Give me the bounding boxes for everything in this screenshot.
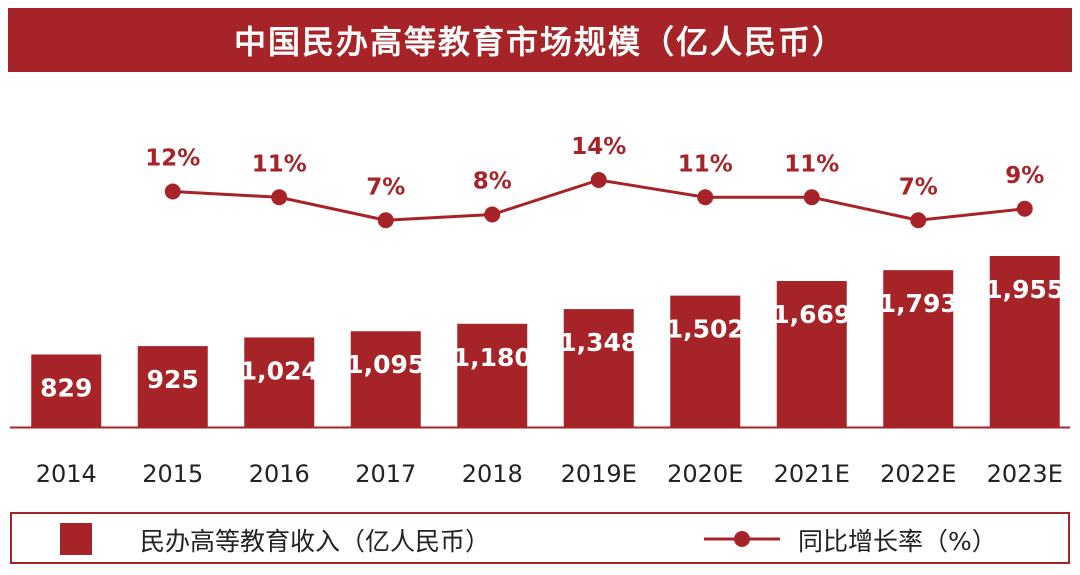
chart-title: 中国民办高等教育市场规模（亿人民币） (8, 8, 1072, 72)
bar-value-label: 1,348 (559, 328, 638, 357)
bars-layer: 829 925 1,024 1,095 1,180 1,348 1,502 1,669 1,79… (31, 256, 1064, 427)
bar-2021E (776, 281, 847, 427)
growth-rate-point (1016, 200, 1033, 217)
x-tick-label: 2021E (774, 460, 850, 488)
x-axis: 2014 2015 2016 2017 2018 2019E 2020E 2021E 2022E… (10, 426, 1070, 488)
bar-2017 (350, 331, 421, 427)
x-tick-label: 2018 (462, 460, 523, 488)
chart-area: 829 925 1,024 1,095 1,180 1,348 1,502 1,669 1,79… (10, 134, 1070, 488)
growth-rate-point (910, 212, 927, 229)
growth-rate-label: 7% (899, 174, 938, 200)
growth-rate-point (164, 183, 181, 200)
legend-bar-swatch (60, 523, 92, 555)
bar-value-label: 1,502 (666, 315, 745, 344)
growth-rate-point (803, 189, 820, 206)
growth-rate-label: 11% (678, 151, 733, 177)
x-tick-label: 2015 (142, 460, 203, 488)
line-layer: 12% 11% 7% 8% 14% 11% 11% 7% 9% (145, 134, 1044, 229)
legend-line-swatch (704, 531, 780, 547)
bar-value-label: 925 (147, 365, 199, 394)
x-tick-label: 2014 (36, 460, 97, 488)
growth-rate-label: 12% (145, 146, 200, 172)
growth-rate-label: 11% (784, 151, 839, 177)
growth-rate-point (590, 172, 607, 188)
bar-2014 (31, 354, 102, 427)
x-tick-label: 2019E (561, 460, 637, 488)
legend-line-label: 同比增长率（%） (798, 527, 997, 556)
x-tick-label: 2022E (880, 460, 956, 488)
growth-rate-label: 14% (571, 134, 626, 160)
x-tick-label: 2016 (249, 460, 310, 488)
growth-rate-label: 9% (1005, 163, 1044, 189)
bar-2020E (670, 295, 741, 427)
growth-rate-point (377, 212, 394, 229)
growth-rate-point (697, 189, 714, 206)
growth-rate-point (271, 189, 288, 206)
bar-2015 (137, 346, 208, 427)
bar-value-label: 1,793 (879, 289, 958, 318)
growth-rate-label: 7% (366, 174, 405, 200)
x-tick-label: 2020E (667, 460, 743, 488)
bar-value-label: 1,180 (453, 343, 532, 372)
x-tick-label: 2023E (987, 460, 1063, 488)
bar-2019E (563, 309, 634, 427)
growth-rate-label: 11% (252, 151, 307, 177)
bar-value-label: 1,669 (772, 300, 851, 329)
legend: 民办高等教育收入（亿人民币） 同比增长率（%） (10, 512, 1070, 564)
bar-2016 (244, 337, 315, 427)
bar-2023E (989, 256, 1060, 427)
legend-bar-label: 民办高等教育收入（亿人民币） (140, 527, 491, 556)
growth-rate-point (484, 206, 501, 223)
growth-rate-label: 8% (473, 169, 512, 195)
bar-value-label: 829 (40, 373, 92, 402)
bar-2018 (457, 323, 528, 427)
x-tick-label: 2017 (355, 460, 416, 488)
bar-value-label: 1,955 (985, 275, 1064, 304)
bar-2022E (883, 270, 954, 427)
bar-value-label: 1,095 (346, 350, 425, 379)
bar-value-label: 1,024 (240, 356, 319, 385)
